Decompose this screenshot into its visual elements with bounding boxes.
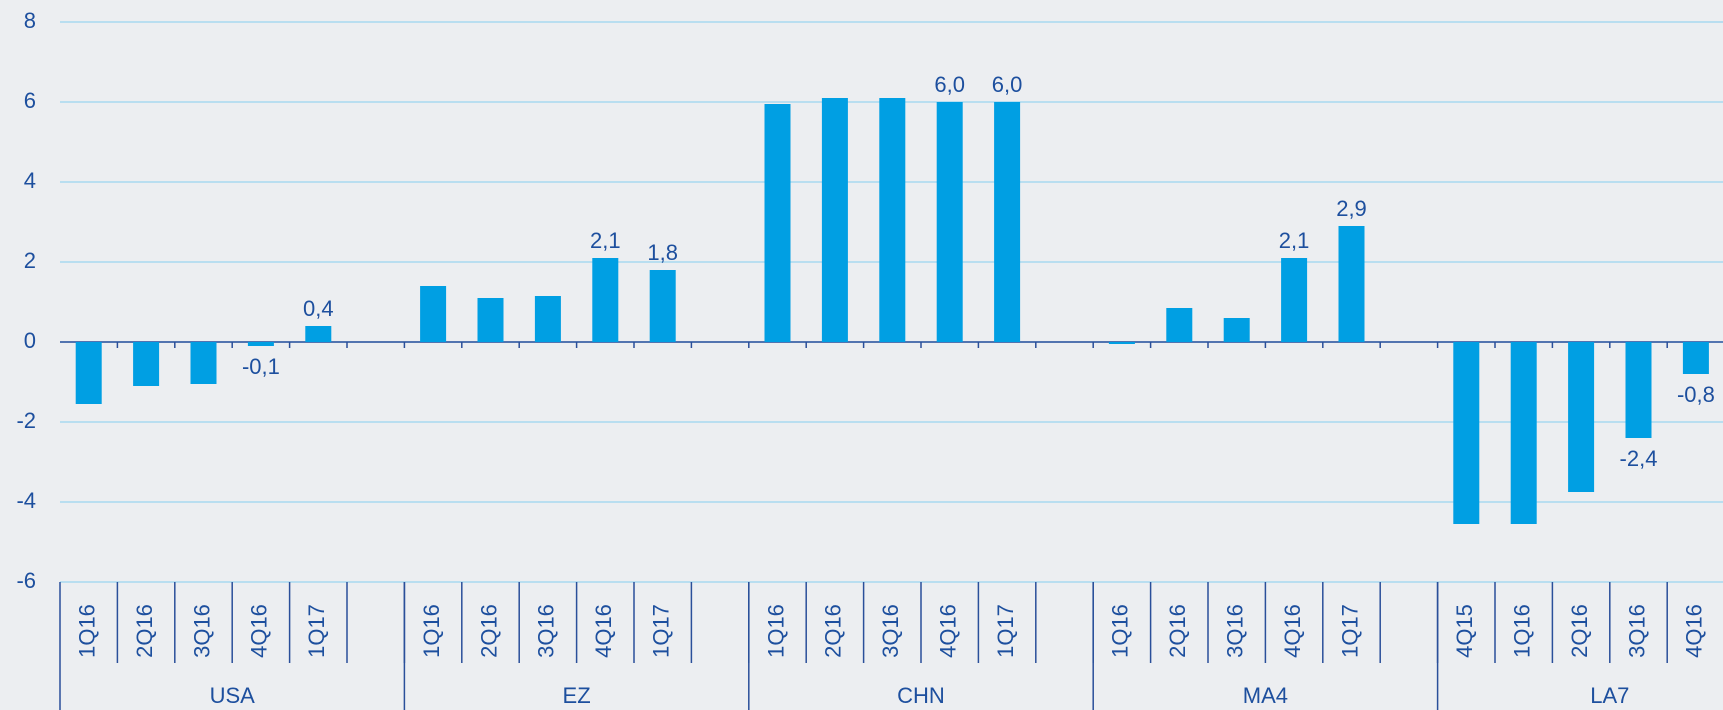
bar — [1281, 258, 1308, 342]
x-tick-label: 4Q16 — [936, 604, 961, 658]
bar — [247, 342, 274, 346]
x-tick-label: 1Q16 — [1108, 604, 1133, 658]
x-tick-label: 2Q16 — [1165, 604, 1190, 658]
x-tick-label: 3Q16 — [189, 604, 214, 658]
group-label: MA4 — [1243, 683, 1288, 708]
bar — [879, 98, 906, 342]
x-tick-label: 4Q16 — [591, 604, 616, 658]
bar — [190, 342, 217, 384]
x-tick-label: 1Q17 — [649, 604, 674, 658]
value-label: -0,8 — [1677, 382, 1715, 407]
value-label: 6,0 — [992, 72, 1023, 97]
bar — [133, 342, 160, 386]
y-tick-label: 8 — [24, 8, 36, 33]
bar — [1223, 318, 1250, 342]
x-tick-label: 3Q16 — [1624, 604, 1649, 658]
bar — [75, 342, 102, 404]
x-tick-label: 1Q16 — [419, 604, 444, 658]
y-tick-label: 6 — [24, 88, 36, 113]
bar — [1166, 308, 1193, 342]
bar — [821, 98, 848, 342]
bar — [994, 102, 1021, 342]
y-tick-label: -6 — [16, 568, 36, 593]
x-tick-label: 1Q17 — [993, 604, 1018, 658]
group-label: LA7 — [1590, 683, 1629, 708]
bar — [764, 104, 791, 342]
bar — [477, 298, 504, 342]
x-tick-label: 1Q16 — [1510, 604, 1535, 658]
bar — [1625, 342, 1652, 438]
x-tick-label: 2Q16 — [1567, 604, 1592, 658]
y-tick-label: 4 — [24, 168, 36, 193]
bar — [1682, 342, 1709, 374]
x-tick-label: 3Q16 — [534, 604, 559, 658]
x-tick-label: 1Q17 — [1337, 604, 1362, 658]
y-tick-label: -4 — [16, 488, 36, 513]
group-label: USA — [210, 683, 256, 708]
bar — [420, 286, 447, 342]
value-label: -2,4 — [1620, 446, 1658, 471]
y-tick-label: 0 — [24, 328, 36, 353]
value-label: 2,9 — [1336, 196, 1367, 221]
bar — [534, 296, 561, 342]
group-label: CHN — [897, 683, 945, 708]
x-tick-label: 4Q16 — [1280, 604, 1305, 658]
value-label: 2,1 — [590, 228, 621, 253]
x-tick-label: 1Q16 — [75, 604, 100, 658]
y-tick-label: 2 — [24, 248, 36, 273]
bar — [592, 258, 619, 342]
bar — [1453, 342, 1480, 524]
x-tick-label: 2Q16 — [821, 604, 846, 658]
x-tick-label: 4Q15 — [1452, 604, 1477, 658]
x-tick-label: 3Q16 — [1223, 604, 1248, 658]
value-label: 2,1 — [1279, 228, 1310, 253]
x-tick-label: 2Q16 — [476, 604, 501, 658]
bar — [1510, 342, 1537, 524]
value-label: 1,8 — [647, 240, 678, 265]
bar — [1568, 342, 1595, 492]
y-tick-label: -2 — [16, 408, 36, 433]
x-tick-label: 4Q16 — [1682, 604, 1707, 658]
value-label: 0,4 — [303, 296, 334, 321]
x-tick-label: 1Q17 — [304, 604, 329, 658]
x-tick-label: 2Q16 — [132, 604, 157, 658]
bar — [936, 102, 963, 342]
x-tick-label: 3Q16 — [878, 604, 903, 658]
value-label: -0,1 — [242, 354, 280, 379]
bar — [305, 326, 332, 342]
bar — [649, 270, 676, 342]
group-label: EZ — [563, 683, 591, 708]
x-tick-label: 1Q16 — [763, 604, 788, 658]
bar — [1108, 342, 1135, 344]
value-label: 6,0 — [934, 72, 965, 97]
x-tick-label: 4Q16 — [247, 604, 272, 658]
bar — [1338, 226, 1365, 342]
